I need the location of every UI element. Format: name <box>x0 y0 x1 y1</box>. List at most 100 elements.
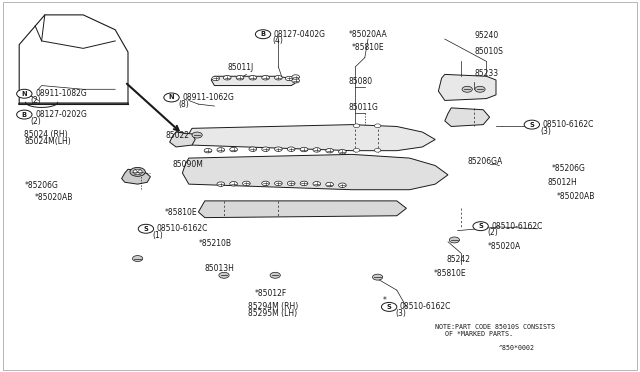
Text: OF *MARKED PARTS.: OF *MARKED PARTS. <box>445 331 513 337</box>
Circle shape <box>249 76 257 80</box>
Text: *85810E: *85810E <box>434 269 467 278</box>
Circle shape <box>313 148 321 152</box>
Text: 85242: 85242 <box>447 255 471 264</box>
Text: 08127-0202G: 08127-0202G <box>35 110 87 119</box>
Polygon shape <box>170 132 195 147</box>
Circle shape <box>300 181 308 186</box>
Circle shape <box>292 78 300 83</box>
Text: 85011J: 85011J <box>228 63 254 72</box>
Circle shape <box>262 76 269 80</box>
Text: 85080: 85080 <box>349 77 373 86</box>
Text: B: B <box>22 112 27 118</box>
Text: (3): (3) <box>396 309 406 318</box>
Circle shape <box>164 93 179 102</box>
Circle shape <box>132 256 143 262</box>
Circle shape <box>262 147 269 151</box>
Circle shape <box>353 124 360 128</box>
Circle shape <box>524 120 540 129</box>
Circle shape <box>339 150 346 154</box>
Text: 85295M (LH): 85295M (LH) <box>248 309 298 318</box>
Text: 08510-6162C: 08510-6162C <box>492 222 543 231</box>
Circle shape <box>449 237 460 243</box>
Text: 85022: 85022 <box>165 131 189 140</box>
Circle shape <box>339 183 346 187</box>
Polygon shape <box>438 74 496 100</box>
Text: 85294M (RH): 85294M (RH) <box>248 302 299 311</box>
Circle shape <box>212 76 220 81</box>
Circle shape <box>243 181 250 186</box>
Circle shape <box>326 182 333 187</box>
Circle shape <box>133 169 142 174</box>
Circle shape <box>219 272 229 278</box>
Circle shape <box>275 147 282 151</box>
Text: (2): (2) <box>31 117 42 126</box>
Circle shape <box>249 147 257 151</box>
Circle shape <box>192 132 202 138</box>
Text: 95240: 95240 <box>475 31 499 40</box>
Text: B: B <box>260 31 266 37</box>
Text: 08510-6162C: 08510-6162C <box>543 120 594 129</box>
Circle shape <box>217 148 225 152</box>
Circle shape <box>130 167 145 176</box>
Polygon shape <box>198 201 406 218</box>
Polygon shape <box>211 76 298 86</box>
Text: *85810E: *85810E <box>352 43 385 52</box>
Circle shape <box>17 89 32 98</box>
Circle shape <box>287 147 295 151</box>
Circle shape <box>230 147 237 152</box>
Circle shape <box>381 302 397 311</box>
Text: 08127-0402G: 08127-0402G <box>274 30 326 39</box>
Circle shape <box>300 147 308 152</box>
Text: S: S <box>143 226 148 232</box>
Circle shape <box>275 181 282 186</box>
Text: (1): (1) <box>152 231 163 240</box>
Polygon shape <box>182 154 448 190</box>
Text: *: * <box>383 296 387 305</box>
Text: S: S <box>387 304 392 310</box>
Text: (2): (2) <box>31 96 42 105</box>
Circle shape <box>287 181 295 186</box>
Text: *85206G: *85206G <box>552 164 586 173</box>
Text: *85012F: *85012F <box>255 289 287 298</box>
Circle shape <box>374 124 381 128</box>
Text: S: S <box>478 223 483 229</box>
Text: 85233: 85233 <box>475 69 499 78</box>
Text: 85012H: 85012H <box>547 178 577 187</box>
Circle shape <box>223 76 231 80</box>
Text: *85020A: *85020A <box>488 242 521 251</box>
Polygon shape <box>445 108 490 126</box>
Circle shape <box>17 110 32 119</box>
Circle shape <box>292 75 300 79</box>
Text: 85206GA: 85206GA <box>467 157 502 166</box>
Text: 08911-1062G: 08911-1062G <box>182 93 234 102</box>
Circle shape <box>473 222 488 231</box>
Circle shape <box>230 182 237 186</box>
Circle shape <box>353 148 360 152</box>
Circle shape <box>372 274 383 280</box>
Circle shape <box>217 182 225 186</box>
Circle shape <box>275 76 282 80</box>
Text: 85010S: 85010S <box>475 47 504 56</box>
Circle shape <box>313 182 321 186</box>
Circle shape <box>475 86 485 92</box>
Circle shape <box>326 148 333 153</box>
Text: 85090M: 85090M <box>173 160 204 169</box>
Text: *85210B: *85210B <box>198 239 232 248</box>
Text: (8): (8) <box>178 100 189 109</box>
Circle shape <box>374 148 381 152</box>
Text: (3): (3) <box>541 127 552 136</box>
Text: *85020AB: *85020AB <box>557 192 595 201</box>
Circle shape <box>285 76 293 81</box>
Text: 85011G: 85011G <box>349 103 379 112</box>
Text: 08911-1082G: 08911-1082G <box>35 89 87 98</box>
Text: N: N <box>22 91 27 97</box>
Text: *85810E: *85810E <box>165 208 198 217</box>
Text: NOTE:PART CODE 85010S CONSISTS: NOTE:PART CODE 85010S CONSISTS <box>435 324 556 330</box>
Circle shape <box>138 224 154 233</box>
Circle shape <box>255 30 271 39</box>
Text: 85024 (RH): 85024 (RH) <box>24 130 68 139</box>
Polygon shape <box>189 125 435 151</box>
Text: S: S <box>529 122 534 128</box>
Text: (2): (2) <box>488 228 499 237</box>
Text: 08510-6162C: 08510-6162C <box>400 302 451 311</box>
